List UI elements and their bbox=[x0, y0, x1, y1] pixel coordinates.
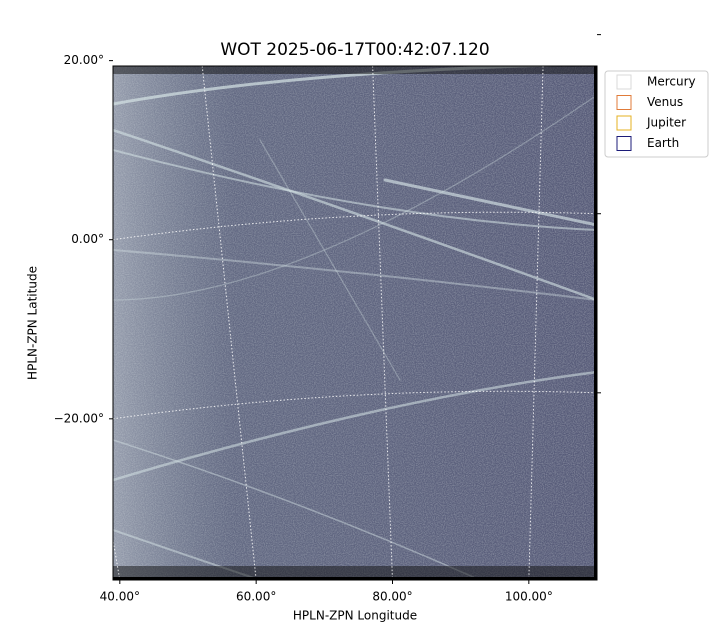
y-tick-label: 0.00° bbox=[71, 232, 104, 246]
x-tick-label: 100.00° bbox=[505, 590, 553, 604]
legend-swatch bbox=[616, 95, 632, 110]
image bbox=[113, 66, 597, 580]
grid-line bbox=[528, 66, 544, 580]
legend-label: Earth bbox=[647, 136, 679, 150]
legend-swatch bbox=[616, 74, 632, 90]
grid-line bbox=[201, 66, 257, 580]
y-tick-label: 20.00° bbox=[64, 53, 104, 67]
grid-line bbox=[113, 211, 597, 241]
legend-label: Jupiter bbox=[646, 116, 686, 130]
legend-swatch bbox=[616, 136, 632, 151]
grid-line bbox=[113, 537, 121, 580]
x-tick-label: 80.00° bbox=[372, 590, 412, 604]
x-axis-label: HPLN-ZPN Longitude bbox=[293, 609, 417, 623]
chart-title: WOT 2025-06-17T00:42:07.120 bbox=[220, 40, 489, 60]
plot-edge bbox=[594, 66, 597, 580]
x-tick-label: 60.00° bbox=[236, 590, 276, 604]
grid-line bbox=[113, 390, 597, 420]
legend-swatch bbox=[616, 115, 632, 131]
plot-edge bbox=[113, 577, 597, 580]
y-axis-label: HPLN-ZPN Latitude bbox=[26, 266, 40, 380]
y-tick-label: −20.00° bbox=[54, 411, 104, 425]
legend: Mercury Venus Jupiter Earth bbox=[604, 70, 709, 158]
x-tick-label: 40.00° bbox=[100, 590, 140, 604]
legend-label: Mercury bbox=[647, 75, 696, 89]
legend-label: Venus bbox=[647, 95, 683, 109]
